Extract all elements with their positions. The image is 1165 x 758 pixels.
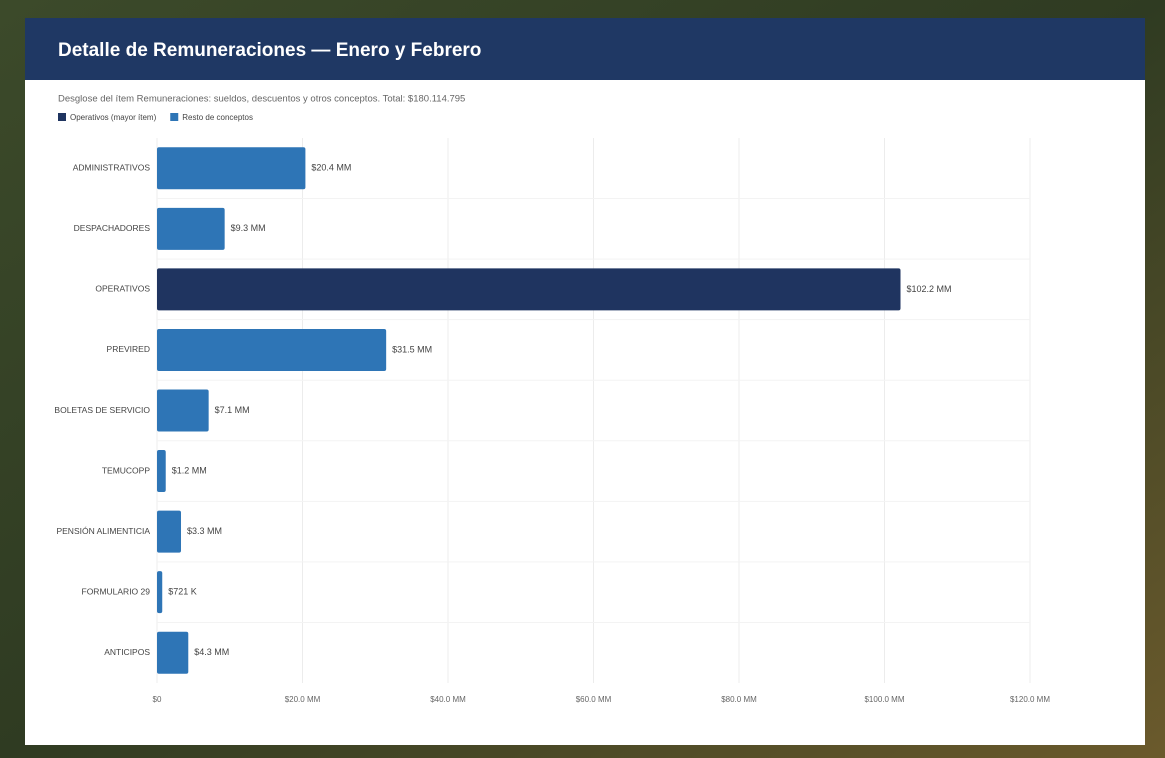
y-tick-label: BOLETAS DE SERVICIO bbox=[54, 405, 150, 415]
value-label: $102.2 MM bbox=[907, 284, 952, 294]
page: Detalle de Remuneraciones — Enero y Febr… bbox=[0, 0, 1165, 758]
bar bbox=[157, 571, 162, 613]
value-label: $20.4 MM bbox=[311, 163, 351, 173]
y-tick-label: ANTICIPOS bbox=[104, 647, 150, 657]
bar bbox=[157, 632, 188, 674]
bar bbox=[157, 390, 209, 432]
y-tick-label: PREVIRED bbox=[107, 344, 150, 354]
x-tick-label: $0 bbox=[153, 695, 162, 704]
card bbox=[25, 18, 1145, 745]
value-label: $9.3 MM bbox=[231, 223, 266, 233]
y-tick-label: PENSIÓN ALIMENTICIA bbox=[56, 526, 150, 536]
bar bbox=[157, 511, 181, 553]
y-tick-label: FORMULARIO 29 bbox=[82, 586, 151, 596]
value-label: $31.5 MM bbox=[392, 344, 432, 354]
x-tick-label: $40.0 MM bbox=[430, 695, 466, 704]
x-tick-label: $80.0 MM bbox=[721, 695, 757, 704]
value-label: $4.3 MM bbox=[194, 647, 229, 657]
legend-swatch bbox=[170, 113, 178, 121]
bar bbox=[157, 450, 166, 492]
x-tick-label: $120.0 MM bbox=[1010, 695, 1050, 704]
bar bbox=[157, 329, 386, 371]
y-tick-label: DESPACHADORES bbox=[74, 223, 151, 233]
chart: Detalle de Remuneraciones — Enero y Febr… bbox=[0, 0, 1165, 758]
x-tick-label: $100.0 MM bbox=[864, 695, 904, 704]
x-tick-label: $20.0 MM bbox=[285, 695, 321, 704]
bar bbox=[157, 147, 305, 189]
y-tick-label: TEMUCOPP bbox=[102, 465, 151, 475]
chart-title: Detalle de Remuneraciones — Enero y Febr… bbox=[58, 40, 481, 61]
legend-label: Operativos (mayor ítem) bbox=[70, 113, 157, 122]
x-tick-label: $60.0 MM bbox=[576, 695, 612, 704]
bar bbox=[157, 268, 901, 310]
value-label: $721 K bbox=[168, 587, 197, 597]
legend: Operativos (mayor ítem) Resto de concepto… bbox=[58, 113, 253, 122]
y-tick-label: OPERATIVOS bbox=[95, 284, 150, 294]
chart-subtitle: Desglose del ítem Remuneraciones: sueldo… bbox=[58, 94, 465, 105]
bar bbox=[157, 208, 225, 250]
value-label: $1.2 MM bbox=[172, 465, 207, 475]
legend-swatch bbox=[58, 113, 66, 121]
value-label: $3.3 MM bbox=[187, 526, 222, 536]
legend-label: Resto de conceptos bbox=[182, 113, 253, 122]
y-tick-label: ADMINISTRATIVOS bbox=[73, 163, 151, 173]
value-label: $7.1 MM bbox=[215, 405, 250, 415]
